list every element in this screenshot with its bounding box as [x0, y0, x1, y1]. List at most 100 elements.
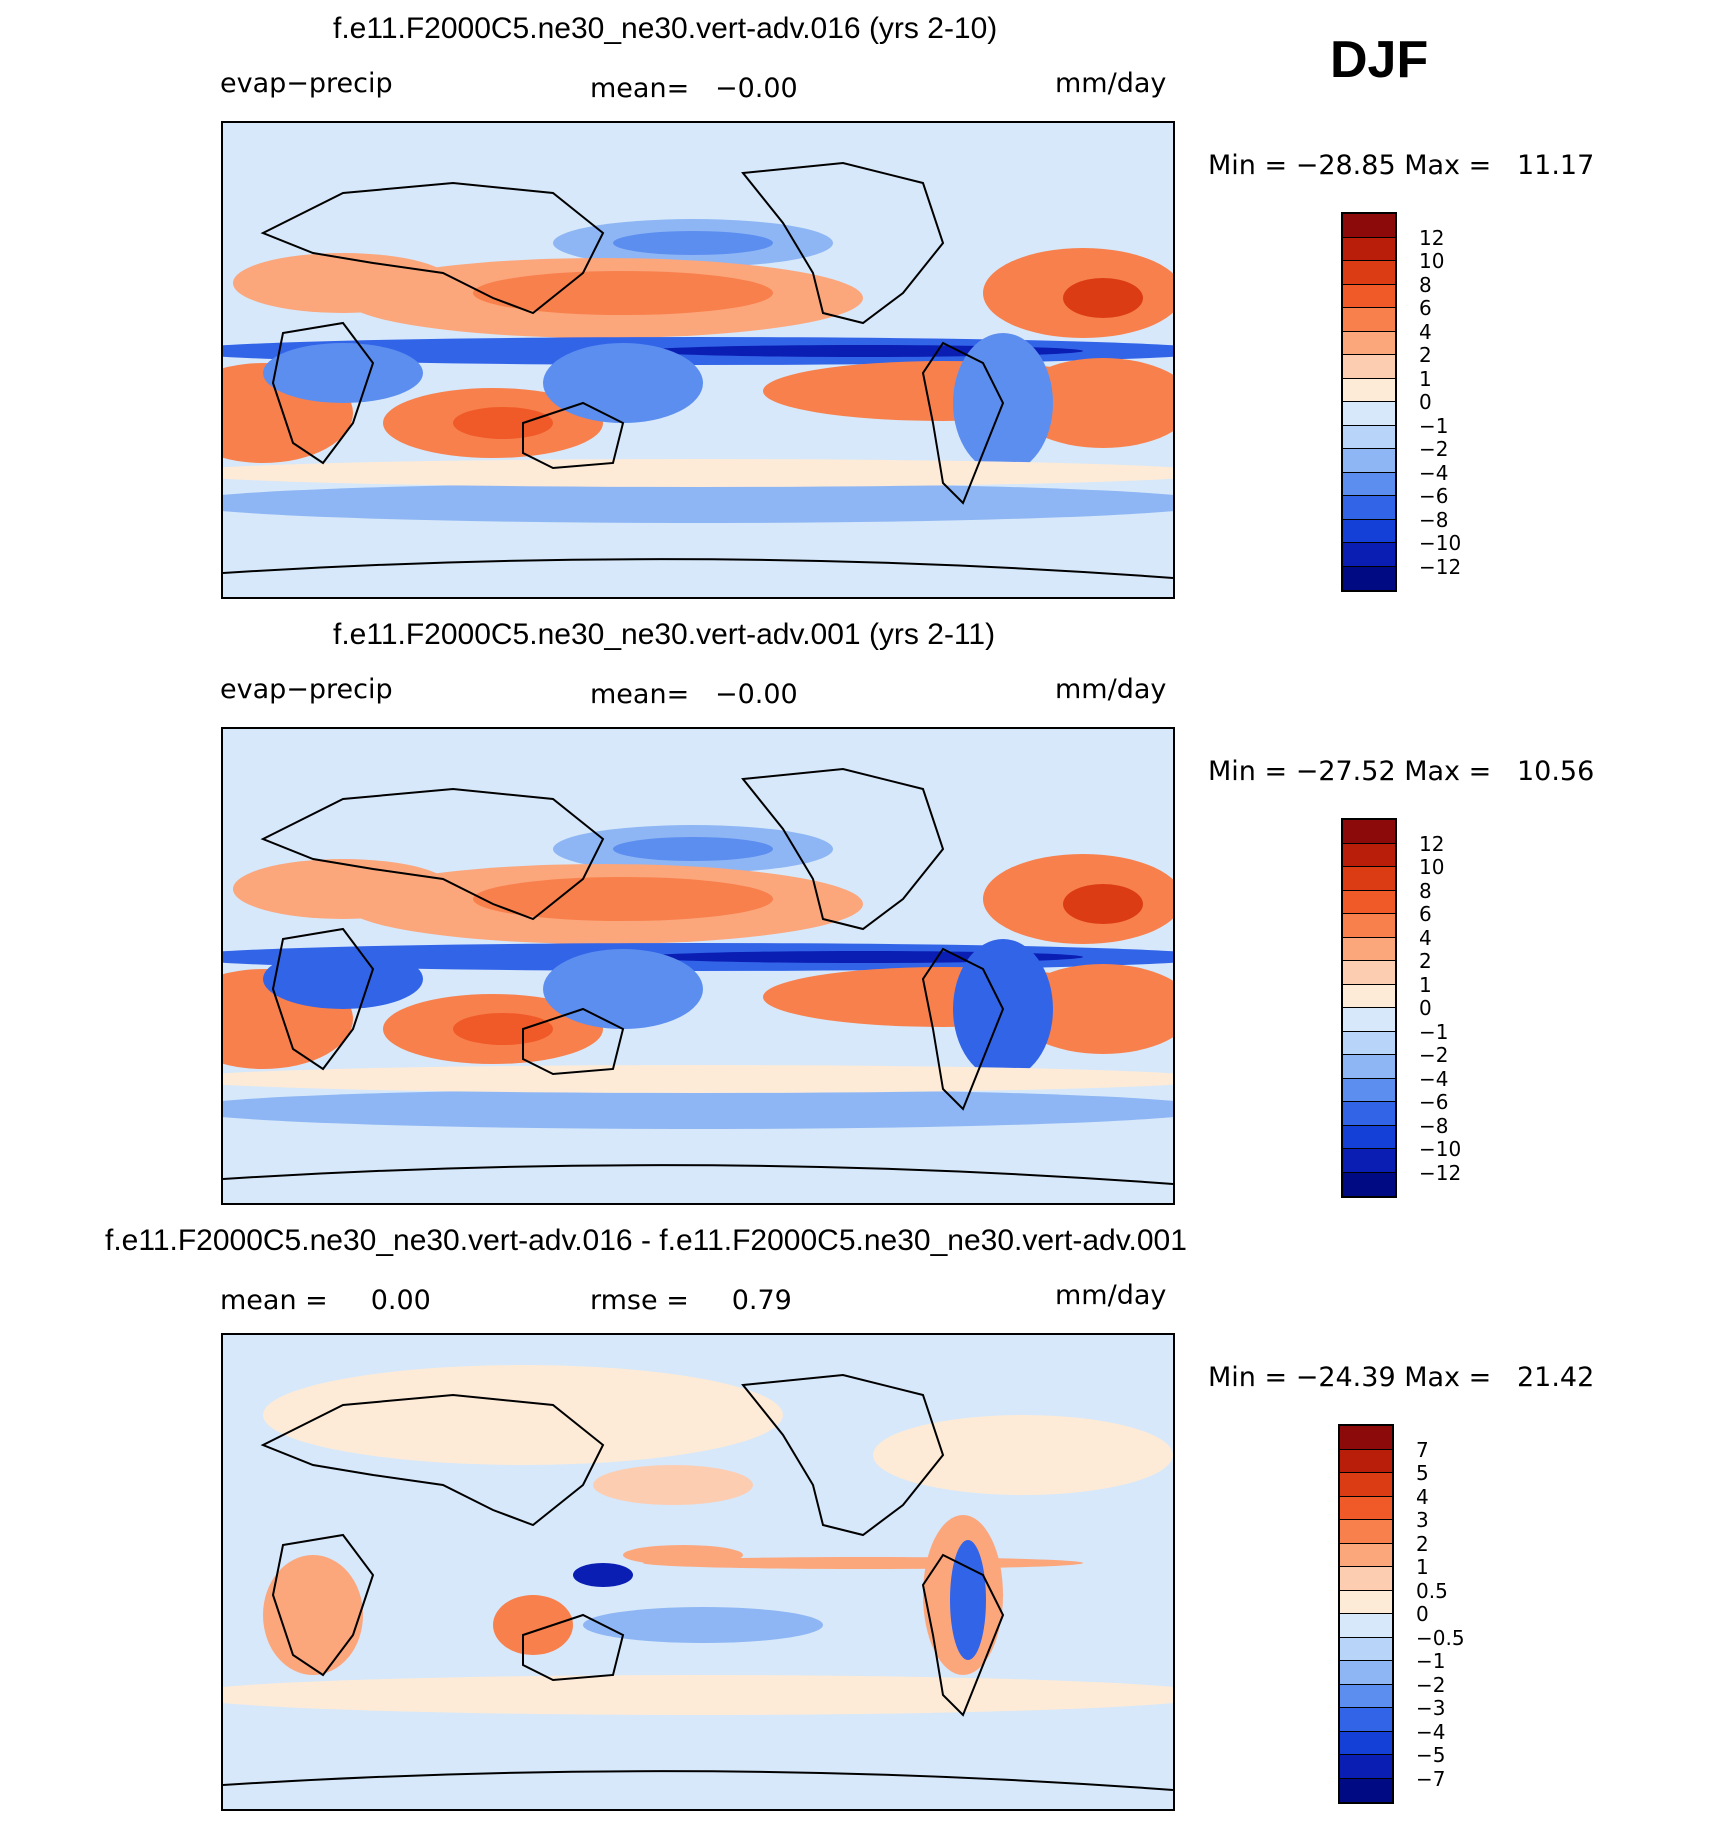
colorbar-cell	[1343, 1055, 1395, 1079]
colorbar-tick-label: 12	[1419, 225, 1445, 250]
colorbar-cell	[1340, 1731, 1392, 1755]
colorbar-tick-label: 4	[1416, 1484, 1429, 1509]
colorbar	[1338, 1424, 1394, 1804]
colorbar-tick-label: −5	[1416, 1743, 1446, 1767]
colorbar-tick-label: 1	[1416, 1555, 1429, 1579]
colorbar-tick-label: −8	[1419, 507, 1449, 532]
colorbar-tick-label: 0.5	[1416, 1578, 1448, 1603]
colorbar-cell	[1343, 214, 1395, 238]
colorbar-cell	[1340, 1449, 1392, 1473]
colorbar-tick-label: −12	[1419, 554, 1462, 579]
colorbar-cell	[1343, 472, 1395, 496]
colorbar-cell	[1343, 378, 1395, 402]
colorbar-cell	[1340, 1520, 1392, 1544]
colorbar-tick-label: 4	[1419, 319, 1432, 344]
colorbar-tick-label: −3	[1416, 1696, 1446, 1720]
colorbar-cell	[1343, 867, 1395, 891]
colorbar-tick-label: 8	[1419, 878, 1432, 903]
colorbar-cell	[1340, 1590, 1392, 1614]
colorbar-tick-label: 7	[1416, 1437, 1429, 1462]
colorbar-cell	[1343, 425, 1395, 449]
colorbar-tick-label: 0	[1416, 1602, 1429, 1626]
colorbar-cell	[1343, 237, 1395, 261]
colorbar-cell	[1340, 1473, 1392, 1497]
colorbar-tick-label: −4	[1416, 1719, 1446, 1744]
colorbar-cell	[1343, 890, 1395, 914]
colorbar-tick-label: 1	[1419, 972, 1432, 997]
panel-minmax: Min = −27.52 Max = 10.56	[1208, 756, 1595, 787]
colorbar-cell	[1343, 1172, 1395, 1196]
colorbar-cell	[1340, 1637, 1392, 1661]
colorbar-cell	[1343, 984, 1395, 1008]
panel-minmax: Min = −24.39 Max = 21.42	[1208, 1362, 1595, 1393]
colorbar-tick-label: −2	[1416, 1672, 1446, 1697]
colorbar-cell	[1340, 1614, 1392, 1638]
colorbar-tick-label: −1	[1419, 413, 1449, 438]
colorbar-tick-label: 2	[1416, 1531, 1429, 1556]
colorbar-tick-label: 0	[1419, 996, 1432, 1020]
colorbar-cell	[1343, 1031, 1395, 1055]
colorbar-tick-label: −8	[1419, 1113, 1449, 1138]
colorbar-tick-label: −6	[1419, 484, 1449, 508]
map-field	[223, 1335, 1173, 1809]
colorbar-tick-label: −12	[1419, 1160, 1462, 1185]
panel-rmse-label: rmse = 0.79	[590, 1285, 792, 1316]
colorbar	[1341, 818, 1397, 1198]
colorbar-cell	[1343, 331, 1395, 355]
colorbar-cell	[1343, 308, 1395, 332]
colorbar-cell	[1343, 1102, 1395, 1126]
panel-left-label: evap−precip	[220, 68, 393, 99]
colorbar-tick-label: −10	[1419, 1137, 1462, 1161]
colorbar-tick-label: 8	[1419, 272, 1432, 297]
colorbar-tick-label: −7	[1416, 1766, 1446, 1791]
map-panel-evap-precip-001	[221, 727, 1175, 1205]
colorbar-cell	[1340, 1755, 1392, 1779]
colorbar-tick-label: 2	[1419, 343, 1432, 367]
map-panel-difference	[221, 1333, 1175, 1811]
panel-mean-label: mean= −0.00	[590, 73, 798, 104]
colorbar-tick-label: 4	[1419, 925, 1432, 950]
colorbar-tick-label: −0.5	[1416, 1625, 1465, 1650]
colorbar-cell	[1343, 566, 1395, 590]
colorbar-tick-label: 6	[1419, 296, 1432, 320]
colorbar-cell	[1343, 843, 1395, 867]
colorbar-tick-label: 10	[1419, 855, 1445, 879]
colorbar-cell	[1340, 1496, 1392, 1520]
colorbar-tick-label: 2	[1419, 949, 1432, 973]
panel-units-label: mm/day	[1055, 1280, 1167, 1311]
colorbar-cell	[1340, 1684, 1392, 1708]
colorbar-tick-label: −2	[1419, 1043, 1449, 1067]
panel-mean-label: mean= −0.00	[590, 679, 798, 710]
colorbar-cell	[1343, 914, 1395, 938]
panel-mean-label: mean = 0.00	[220, 1285, 431, 1316]
map-field	[223, 729, 1173, 1203]
colorbar-cell	[1343, 937, 1395, 961]
panel-units-label: mm/day	[1055, 68, 1167, 99]
colorbar-tick-label: 10	[1419, 249, 1445, 273]
colorbar-cell	[1340, 1543, 1392, 1567]
colorbar-tick-label: 3	[1416, 1508, 1429, 1532]
colorbar-cell	[1343, 961, 1395, 985]
colorbar-tick-label: 6	[1419, 902, 1432, 926]
colorbar-tick-label: −1	[1416, 1649, 1446, 1673]
colorbar-cell	[1343, 1149, 1395, 1173]
colorbar-tick-label: −6	[1419, 1090, 1449, 1114]
colorbar-tick-label: 5	[1416, 1461, 1429, 1485]
colorbar-cell	[1343, 402, 1395, 426]
panel-title: f.e11.F2000C5.ne30_ne30.vert-adv.016 - f…	[105, 1224, 1187, 1257]
season-label: DJF	[1330, 31, 1429, 89]
colorbar-cell	[1340, 1426, 1392, 1450]
colorbar-cell	[1343, 1008, 1395, 1032]
colorbar-tick-label: −4	[1419, 1066, 1449, 1091]
colorbar-cell	[1343, 1125, 1395, 1149]
colorbar-cell	[1340, 1708, 1392, 1732]
colorbar-tick-label: −1	[1419, 1019, 1449, 1044]
colorbar-cell	[1340, 1567, 1392, 1591]
panel-title: f.e11.F2000C5.ne30_ne30.vert-adv.016 (yr…	[333, 12, 998, 45]
panel-title: f.e11.F2000C5.ne30_ne30.vert-adv.001 (yr…	[333, 618, 996, 651]
colorbar	[1341, 212, 1397, 592]
colorbar-tick-label: −10	[1419, 531, 1462, 555]
colorbar-cell	[1343, 496, 1395, 520]
colorbar-cell	[1343, 1078, 1395, 1102]
colorbar-cell	[1343, 820, 1395, 844]
